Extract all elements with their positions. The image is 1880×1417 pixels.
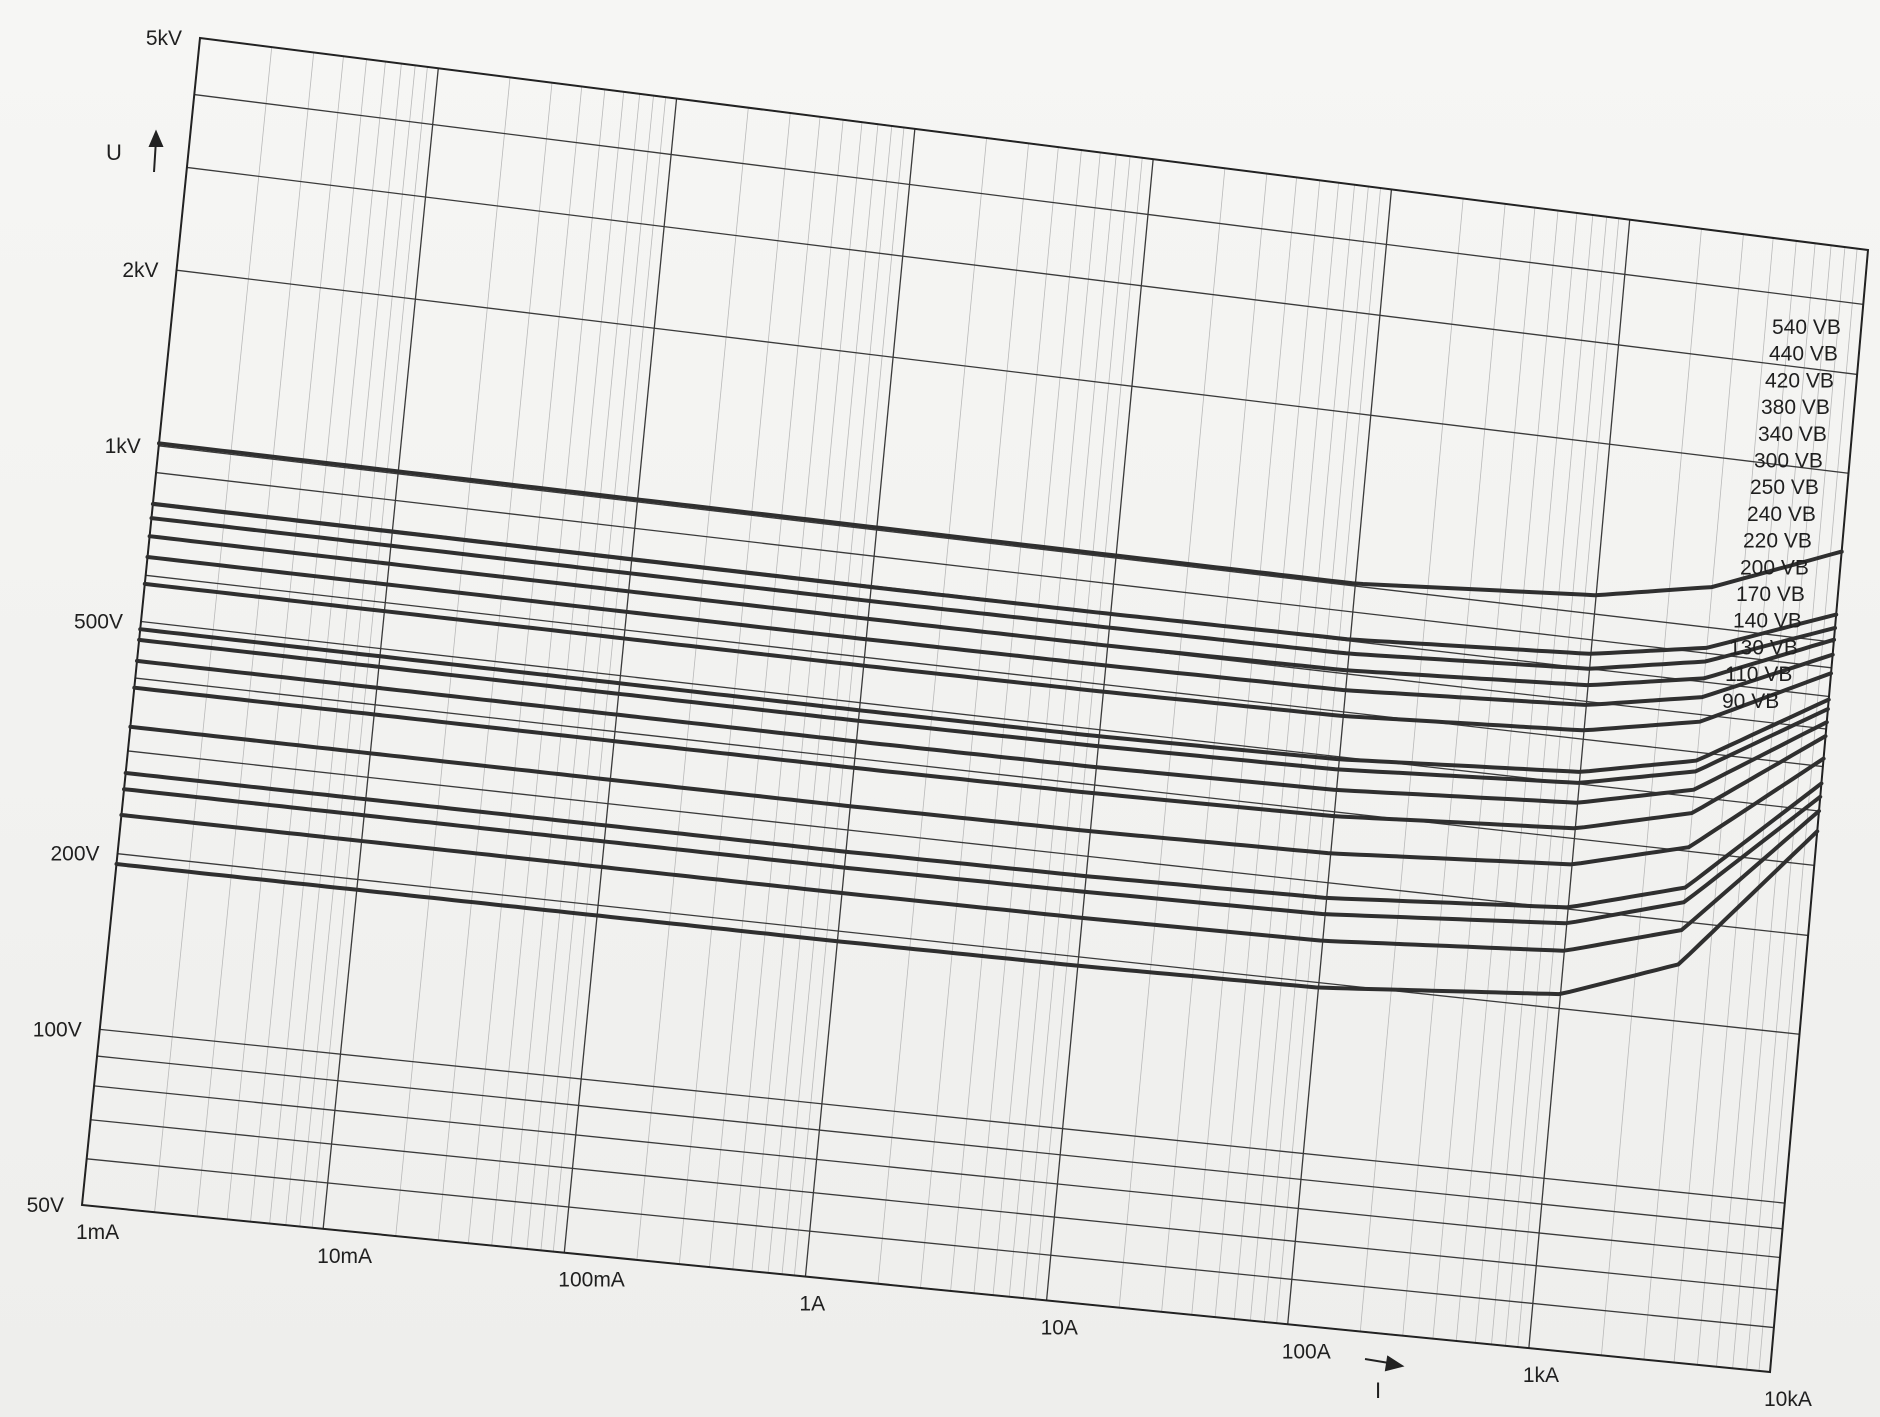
- y-axis-arrowhead: [148, 129, 164, 147]
- y-tick-label: 1kV: [105, 435, 141, 458]
- series-line: [137, 637, 1830, 785]
- series-label: 420 VB: [1765, 369, 1834, 392]
- series-label: 140 VB: [1733, 610, 1802, 633]
- series-line: [114, 829, 1820, 997]
- major-gridline-y: [135, 677, 1815, 867]
- y-tick-labels: 5kV 2kV 1kV 500V 200V 100V 50V: [27, 27, 182, 1217]
- x-tick-label: 100A: [1282, 1340, 1331, 1363]
- series-line: [149, 516, 1837, 671]
- series-label: 440 VB: [1769, 343, 1838, 366]
- major-gridline-y: [86, 1158, 1774, 1329]
- y-tick-label: 2kV: [122, 259, 158, 282]
- y-tick-label: 100V: [33, 1018, 82, 1041]
- series-label: 240 VB: [1747, 503, 1816, 526]
- major-gridline-y: [158, 445, 1834, 643]
- x-tick-label: 10mA: [317, 1245, 372, 1268]
- x-tick-label: 10A: [1041, 1316, 1078, 1339]
- major-gridline-y: [155, 471, 1832, 669]
- x-axis-arrowhead: [1384, 1355, 1405, 1372]
- series-label: 340 VB: [1758, 423, 1827, 446]
- x-tick-label: 1kA: [1523, 1364, 1559, 1387]
- series-label: 200 VB: [1740, 556, 1809, 579]
- major-gridline-y: [96, 1055, 1783, 1230]
- y-axis-label: U: [106, 140, 122, 165]
- series-line: [138, 627, 1831, 774]
- curves: [114, 441, 1844, 997]
- y-tick-label: 5kV: [146, 27, 182, 50]
- x-axis-label-group: I: [1364, 1355, 1405, 1403]
- series-line: [128, 724, 1826, 867]
- major-gridline-y: [90, 1119, 1778, 1291]
- series-line: [147, 534, 1836, 688]
- major-gridline-y: [117, 853, 1800, 1035]
- series-line: [142, 581, 1833, 733]
- major-gridline-y: [93, 1085, 1781, 1259]
- y-tick-label: 500V: [74, 611, 123, 634]
- y-tick-label: 50V: [27, 1194, 64, 1217]
- series-line: [122, 787, 1823, 926]
- x-tick-label: 100mA: [558, 1269, 625, 1292]
- x-axis-label: I: [1375, 1378, 1381, 1403]
- series-label: 110 VB: [1725, 663, 1792, 686]
- series-label: 300 VB: [1754, 450, 1823, 473]
- x-tick-label: 1mA: [76, 1221, 119, 1244]
- series-line: [123, 771, 1824, 910]
- x-tick-label: 1A: [799, 1293, 825, 1316]
- series-line: [150, 502, 1839, 656]
- series-label: 540 VB: [1772, 316, 1841, 339]
- x-tick-label: 10kA: [1764, 1388, 1812, 1411]
- series-label: 130 VB: [1729, 636, 1798, 659]
- series-line: [119, 809, 1821, 953]
- x-tick-labels: 1mA 10mA 100mA 1A 10A 100A 1kA 10kA: [76, 1221, 1812, 1411]
- series-label: 220 VB: [1743, 530, 1812, 553]
- major-gridline-y: [99, 1028, 1785, 1204]
- major-gridline-y: [176, 269, 1849, 474]
- y-axis-label-group: U: [106, 129, 164, 173]
- series-label: 380 VB: [1761, 396, 1830, 419]
- series-label: 170 VB: [1736, 583, 1805, 606]
- series-label: 250 VB: [1750, 476, 1819, 499]
- series-line: [135, 658, 1829, 805]
- series-labels: 540 VB 440 VB 420 VB 380 VB 340 VB 300 VB 250 …: [1722, 316, 1841, 713]
- major-gridline-y: [194, 93, 1864, 306]
- series-line: [145, 555, 1835, 707]
- major-gridline-y: [186, 166, 1858, 376]
- series-line: [157, 441, 1844, 598]
- series-label: 90 VB: [1722, 690, 1779, 713]
- series-line: [132, 685, 1828, 831]
- y-tick-label: 200V: [50, 843, 99, 866]
- major-gridline-y: [145, 574, 1823, 768]
